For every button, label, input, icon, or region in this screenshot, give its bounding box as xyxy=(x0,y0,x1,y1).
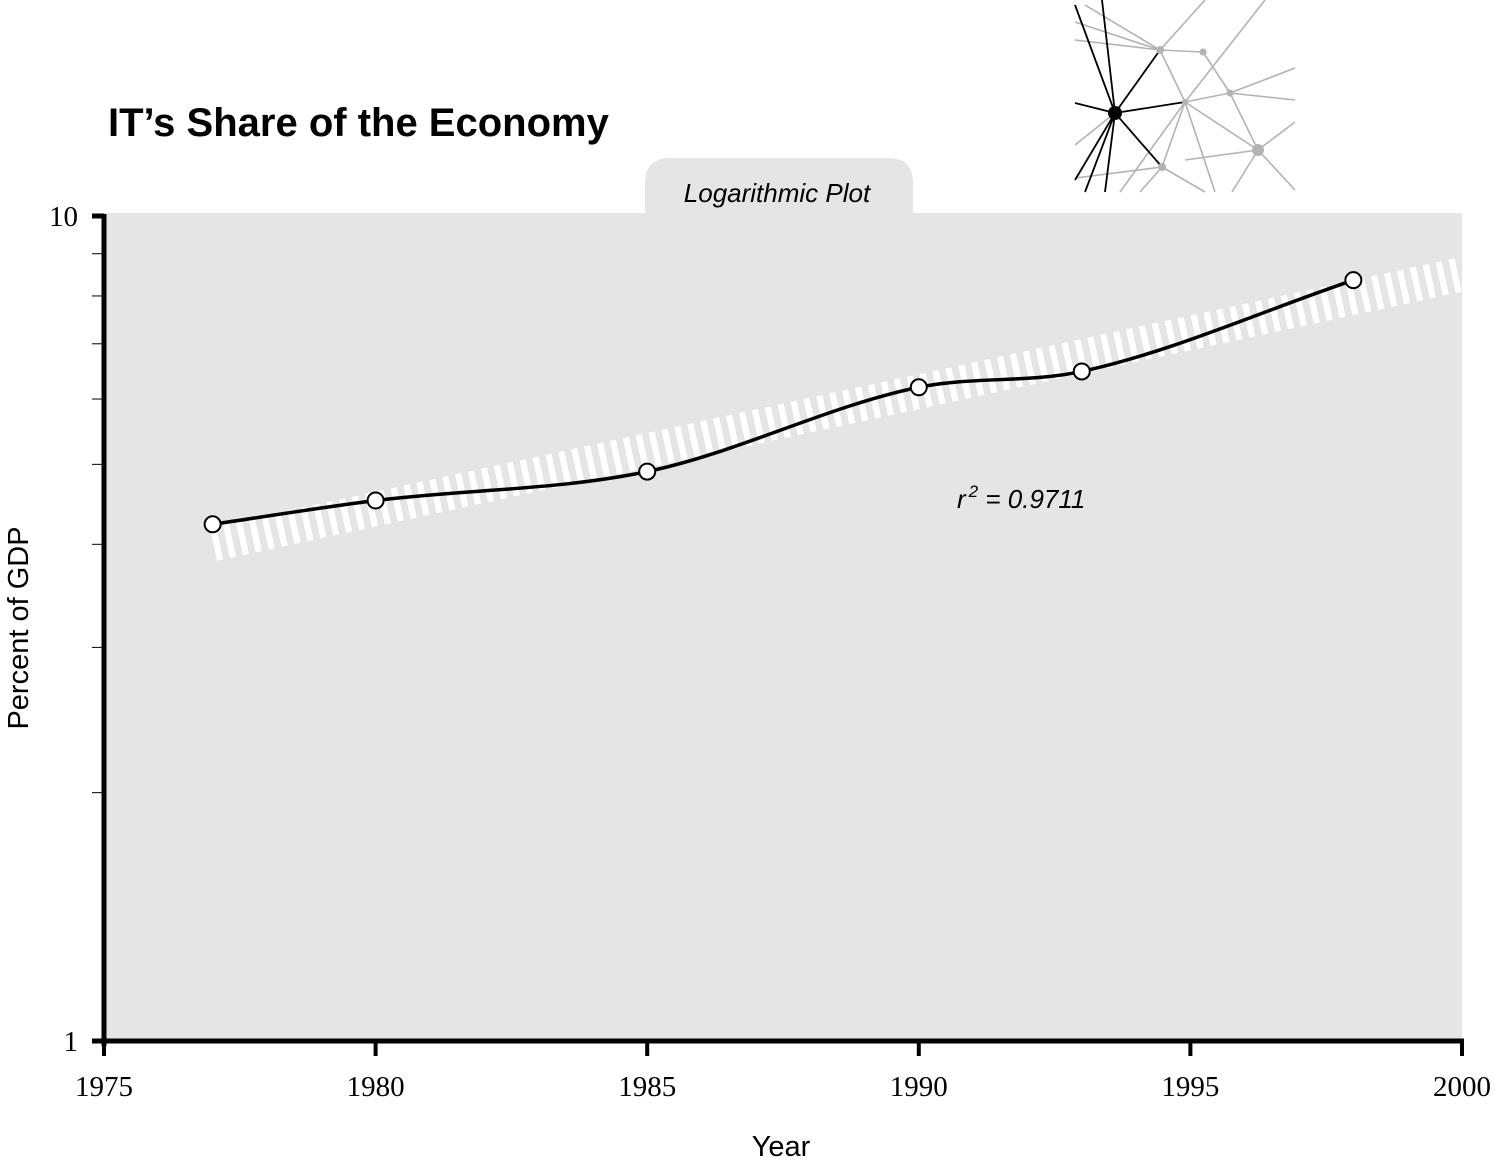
data-point xyxy=(1344,271,1363,290)
trend-hatch xyxy=(248,517,262,553)
x-tick-label: 2000 xyxy=(1433,1071,1491,1103)
trend-hatch xyxy=(1396,269,1411,305)
plot-type-label: Logarithmic Plot xyxy=(684,178,872,208)
trend-hatch xyxy=(1254,300,1269,335)
network-graph-icon xyxy=(1074,0,1296,193)
page-title: IT’s Share of the Economy xyxy=(108,101,610,145)
plot-area xyxy=(104,213,1462,1041)
trend-hatch xyxy=(726,414,740,450)
trend-hatch xyxy=(648,431,662,466)
trend-hatch xyxy=(893,378,907,413)
trend-hatch xyxy=(1267,297,1282,333)
trend-hatch xyxy=(1190,314,1204,349)
y-tick-label: 1 xyxy=(64,1026,79,1058)
trend-hatch xyxy=(777,403,791,439)
trend-hatch xyxy=(506,462,520,497)
trend-hatch xyxy=(1242,303,1256,338)
trend-hatch xyxy=(713,417,727,452)
trend-hatch xyxy=(1384,272,1398,307)
data-point xyxy=(1072,362,1091,381)
plot-type-tab xyxy=(645,158,913,215)
trend-hatch xyxy=(609,439,624,475)
trend-hatch xyxy=(790,400,804,436)
trend-hatch xyxy=(390,487,404,522)
trend-hatch xyxy=(700,420,714,455)
trend-hatch xyxy=(996,356,1011,391)
trend-hatch xyxy=(1409,266,1424,302)
trend-hatch xyxy=(1371,275,1385,310)
trend-hatch xyxy=(1164,319,1178,355)
trend-hatch xyxy=(984,358,998,394)
trend-hatch xyxy=(661,428,675,464)
trend-hatch xyxy=(455,473,469,508)
trend-hatch xyxy=(1216,308,1230,344)
trend-hatch xyxy=(235,520,249,556)
trend-hatch xyxy=(545,453,559,489)
trend-hatch xyxy=(1048,344,1062,380)
trend-hatch xyxy=(622,436,637,472)
trend-hatch xyxy=(867,383,882,419)
trend-hatch xyxy=(945,367,959,402)
trend-hatch xyxy=(1280,294,1295,330)
data-point xyxy=(909,378,928,397)
trend-hatch xyxy=(803,397,817,433)
trend-hatch xyxy=(687,422,701,458)
trend-hatch xyxy=(1113,330,1127,366)
trend-hatch xyxy=(493,464,508,500)
trend-hatch xyxy=(1061,342,1075,377)
data-point xyxy=(366,491,385,510)
trend-hatch xyxy=(1422,264,1436,299)
y-tick-label: 10 xyxy=(49,201,78,233)
x-tick-label: 1995 xyxy=(1161,1071,1219,1103)
x-tick-label: 1990 xyxy=(890,1071,948,1103)
x-tick-label: 1980 xyxy=(347,1071,405,1103)
trend-hatch xyxy=(558,450,572,486)
trend-hatch xyxy=(274,512,288,547)
trend-hatch xyxy=(1100,333,1114,369)
trend-hatch xyxy=(596,442,611,478)
trend-hatch xyxy=(261,515,275,550)
trend-hatch xyxy=(1448,258,1462,293)
trend-hatch xyxy=(300,506,314,542)
trend-hatch xyxy=(1177,317,1191,352)
trend-hatch xyxy=(932,370,946,405)
trend-hatch xyxy=(287,509,301,544)
trend-hatch xyxy=(222,523,237,558)
trend-hatch xyxy=(416,481,430,517)
trend-hatch xyxy=(1319,286,1333,321)
data-point xyxy=(638,462,657,481)
trend-hatch xyxy=(635,434,649,469)
trend-hatch xyxy=(1087,336,1101,372)
trend-hatch xyxy=(1009,353,1024,388)
trend-hatch xyxy=(1203,311,1217,346)
trend-hatch xyxy=(584,445,598,480)
trend-hatch xyxy=(1332,283,1346,319)
x-axis-title: Year xyxy=(752,1131,811,1163)
trend-hatch xyxy=(1358,277,1372,313)
trend-hatch xyxy=(403,484,417,519)
trend-hatch xyxy=(467,470,482,505)
data-point xyxy=(203,515,222,534)
trend-hatch xyxy=(1435,261,1449,296)
y-axis-title: Percent of GDP xyxy=(3,526,35,729)
trend-hatch xyxy=(674,425,688,461)
trend-hatch xyxy=(880,381,895,416)
x-tick-label: 1975 xyxy=(75,1071,133,1103)
trend-hatch xyxy=(764,406,778,441)
trend-hatch xyxy=(480,467,495,503)
trend-hatch xyxy=(571,448,585,483)
x-tick-label: 1985 xyxy=(618,1071,676,1103)
trend-hatch xyxy=(816,395,830,430)
